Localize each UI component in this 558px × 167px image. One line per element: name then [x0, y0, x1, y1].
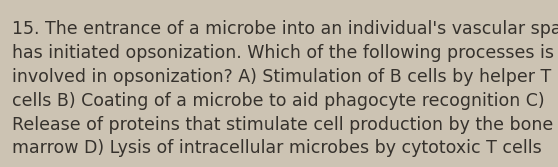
Text: 15. The entrance of a microbe into an individual's vascular space
has initiated : 15. The entrance of a microbe into an in…	[12, 20, 558, 157]
